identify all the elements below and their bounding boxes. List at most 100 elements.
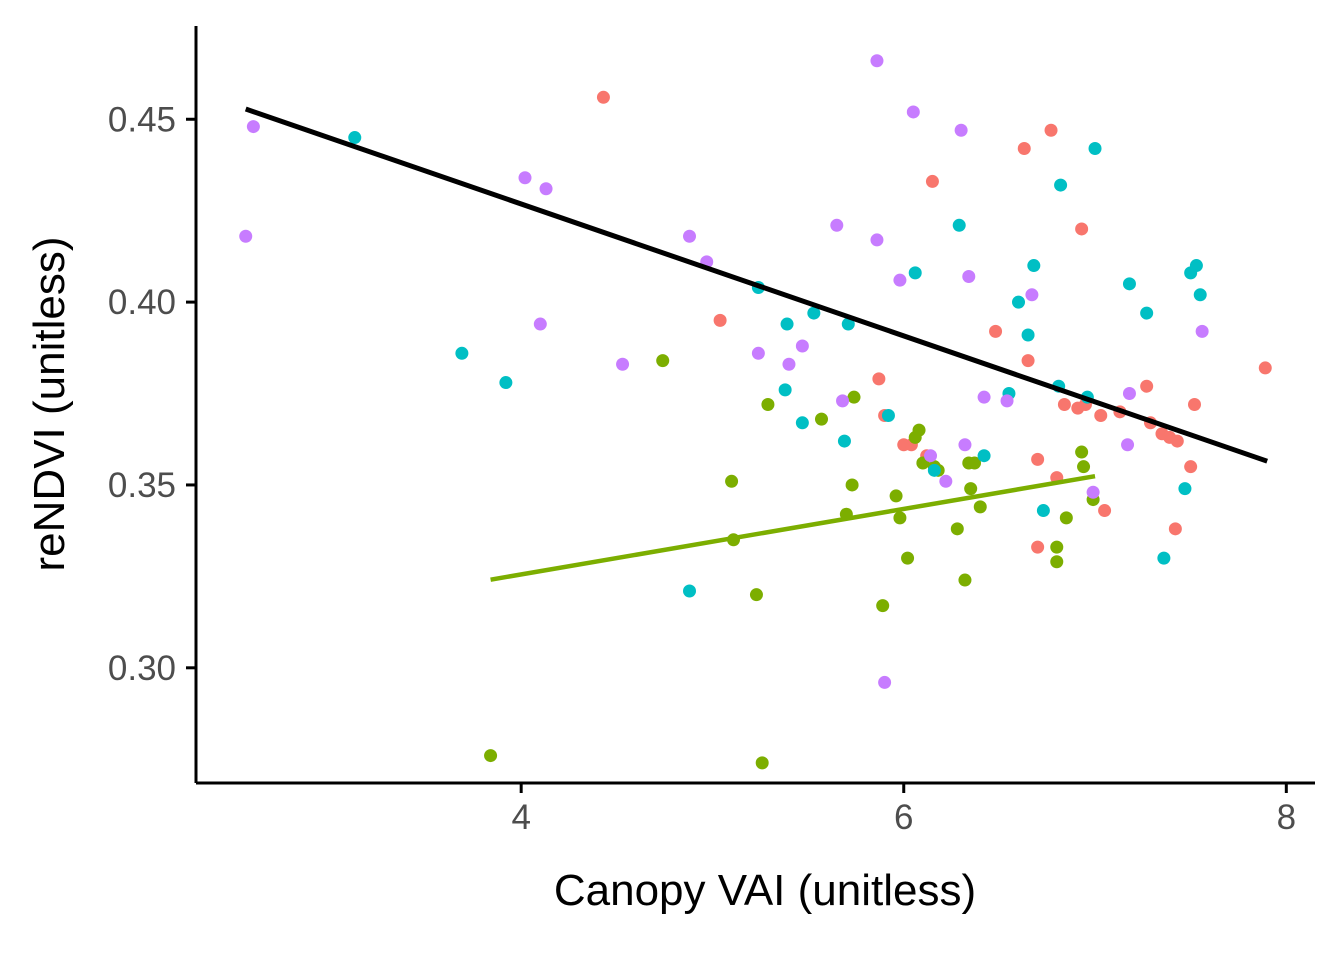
data-point [1075, 445, 1089, 459]
data-point [847, 390, 861, 404]
data-point [973, 500, 987, 514]
data-point [1044, 123, 1058, 137]
data-point [751, 346, 765, 360]
trend-line [490, 473, 1096, 582]
y-tick-label: 0.35 [108, 466, 176, 505]
data-point [1021, 328, 1035, 342]
data-point [958, 573, 972, 587]
data-point [455, 346, 469, 360]
data-point [925, 174, 939, 188]
data-point [901, 551, 915, 565]
data-point [239, 229, 253, 243]
data-point [964, 482, 978, 496]
data-point [795, 416, 809, 430]
data-point [876, 599, 890, 613]
data-point [1050, 555, 1064, 569]
data-point [1021, 354, 1035, 368]
data-point [870, 54, 884, 68]
data-point [1027, 259, 1041, 273]
data-point [1098, 504, 1112, 518]
data-point [1140, 306, 1154, 320]
trend-lines-layer [244, 106, 1268, 582]
data-point [977, 449, 991, 463]
data-point [845, 478, 859, 492]
y-axis-ticks: 0.30 0.35 0.40 0.45 [108, 100, 196, 688]
data-point [950, 522, 964, 536]
data-point [1122, 387, 1136, 401]
data-point [952, 218, 966, 232]
data-point [968, 456, 982, 470]
data-point [830, 218, 844, 232]
y-tick-label: 0.30 [108, 649, 176, 688]
data-point [683, 584, 697, 598]
y-tick-label: 0.40 [108, 283, 176, 322]
data-point [1057, 398, 1071, 411]
data-point [908, 266, 922, 280]
data-point [1075, 222, 1089, 236]
x-tick-label: 4 [511, 798, 530, 837]
data-point [499, 376, 513, 390]
data-point [989, 324, 1003, 338]
data-point [1017, 142, 1031, 156]
data-point [1031, 540, 1045, 554]
data-point [778, 383, 792, 397]
data-point [870, 233, 884, 247]
data-point [755, 756, 769, 770]
data-point [518, 171, 532, 185]
data-point [878, 675, 892, 689]
y-tick-label: 0.45 [108, 100, 176, 139]
data-point [1094, 408, 1108, 422]
data-point [841, 317, 855, 331]
data-point [1031, 452, 1045, 466]
data-point [1025, 288, 1039, 302]
data-point [749, 588, 763, 602]
data-point [761, 398, 775, 411]
data-point [1077, 460, 1091, 474]
data-point [1187, 398, 1201, 411]
data-point [1059, 511, 1073, 525]
data-point [1050, 540, 1064, 554]
x-axis-title: Canopy VAI (unitless) [554, 866, 976, 915]
points-layer [239, 54, 1272, 770]
data-point [1168, 522, 1182, 536]
data-point [1121, 438, 1135, 452]
data-point [1122, 277, 1136, 291]
data-point [837, 434, 851, 448]
data-point [889, 489, 903, 503]
data-point [1036, 504, 1050, 518]
data-point [927, 463, 941, 477]
data-point [893, 273, 907, 287]
x-axis-ticks: 4 6 8 [511, 783, 1296, 837]
data-point [596, 90, 610, 104]
data-point [912, 423, 926, 437]
data-point [725, 474, 739, 488]
data-point [906, 105, 920, 119]
data-point [954, 123, 968, 137]
trend-line [244, 106, 1268, 464]
data-point [1054, 178, 1068, 192]
data-point [814, 412, 828, 426]
data-point [683, 229, 697, 243]
data-point [836, 394, 850, 408]
data-point [1195, 324, 1209, 338]
data-point [893, 511, 907, 525]
y-axis-title: reNDVI (unitless) [25, 237, 74, 572]
data-point [977, 390, 991, 404]
data-point [616, 357, 630, 371]
data-point [484, 749, 498, 763]
data-point [539, 182, 553, 196]
data-point [533, 317, 547, 331]
data-point [656, 354, 670, 368]
data-point [1086, 485, 1100, 499]
data-point [924, 449, 938, 463]
data-point [246, 120, 260, 134]
x-tick-label: 8 [1277, 798, 1296, 837]
data-point [1193, 288, 1207, 302]
data-point [713, 313, 727, 327]
data-point [1088, 142, 1102, 156]
data-point [881, 408, 895, 422]
data-point [1140, 379, 1154, 393]
data-point [780, 317, 794, 331]
